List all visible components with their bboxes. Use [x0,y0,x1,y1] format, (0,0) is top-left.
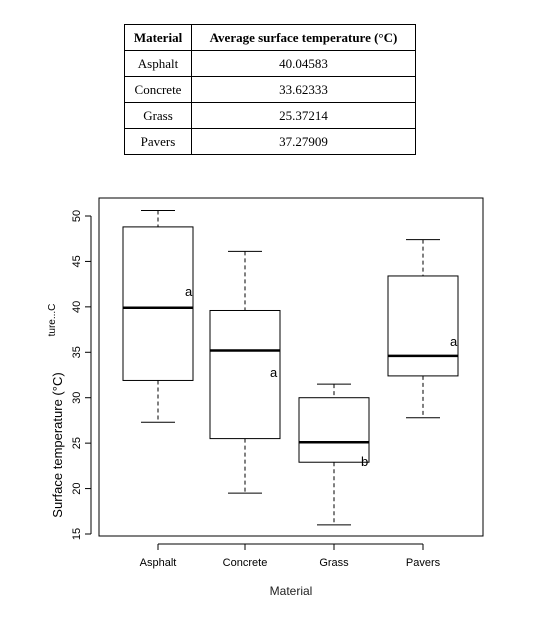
group-letter: a [185,284,193,299]
y-tick-label: 20 [71,482,83,494]
y-tick-label: 35 [71,346,83,358]
y-tick-label: 40 [71,301,83,313]
y-axis: 15 20 25 30 35 40 45 50 [71,210,92,540]
table-header-average: Average surface temperature (°C) [191,24,416,51]
box-iqr [387,275,459,377]
x-tick-label: Concrete [223,557,268,569]
group-letter: a [270,365,278,380]
table-row: Concrete 33.62333 [124,76,416,103]
x-axis-label: Material [270,584,313,598]
group-letter: b [361,454,368,469]
table-cell-value: 25.37214 [191,102,416,129]
y-axis-label-fragment: ture...C [47,304,58,337]
x-tick-label: Asphalt [140,557,177,569]
table-header-material: Material [124,24,192,51]
plot-frame [98,197,484,537]
box-iqr [122,226,194,381]
x-axis: Asphalt Concrete Grass Pavers [140,543,441,569]
y-axis-label: Surface temperature (°C) [50,372,65,517]
y-tick-label: 50 [71,210,83,222]
y-tick-label: 45 [71,255,83,267]
table-cell-material: Pavers [124,128,192,155]
boxes: a a b a [122,210,459,526]
table-row: Asphalt 40.04583 [124,50,416,77]
table-cell-material: Grass [124,102,192,129]
y-tick-label: 30 [71,392,83,404]
y-tick-label: 25 [71,437,83,449]
average-temperature-table: Material Average surface temperature (°C… [124,24,416,155]
group-letter: a [450,334,458,349]
y-tick-label: 15 [71,528,83,540]
table-row: Grass 25.37214 [124,102,416,129]
box-iqr [209,309,281,440]
x-tick-label: Pavers [406,557,441,569]
box-iqr [298,397,370,463]
table-cell-value: 40.04583 [191,50,416,77]
table-row: Pavers 37.27909 [124,128,416,155]
table-cell-value: 33.62333 [191,76,416,103]
table-header-row: Material Average surface temperature (°C… [124,24,416,51]
x-tick-label: Grass [319,557,349,569]
table-cell-value: 37.27909 [191,128,416,155]
